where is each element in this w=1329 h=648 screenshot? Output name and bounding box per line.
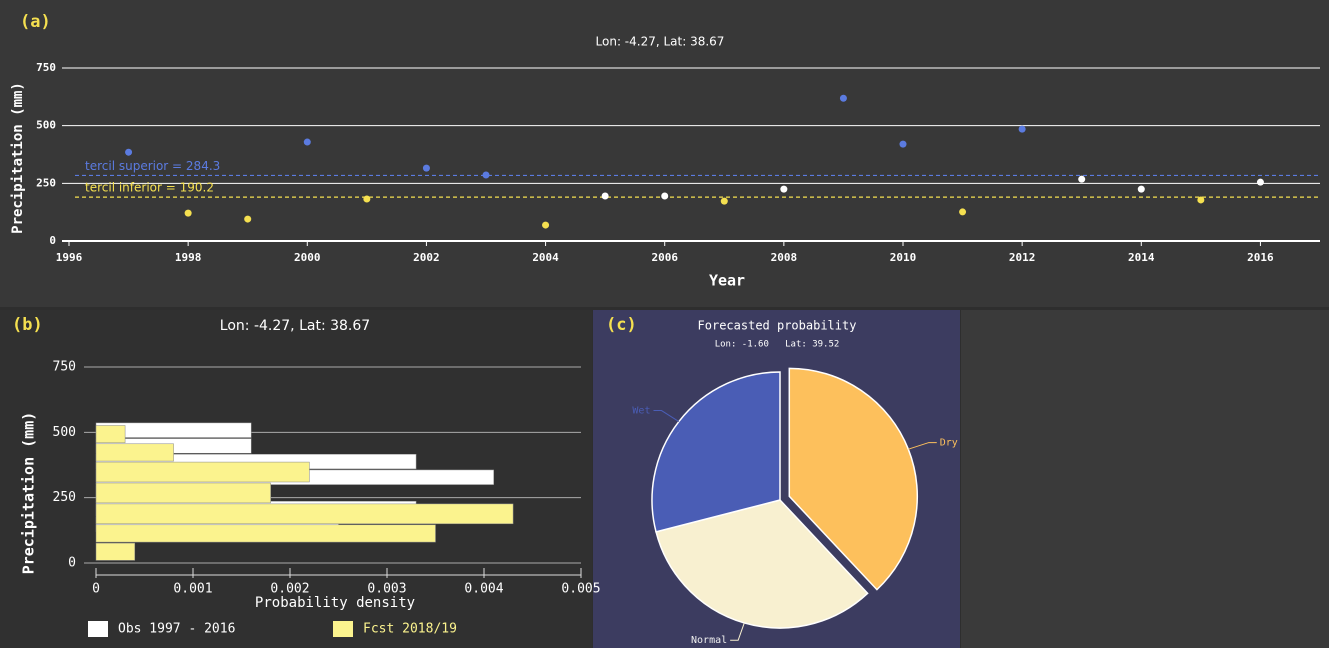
panel-label: (b) <box>12 315 43 335</box>
legend-label: Obs 1997 - 2016 <box>118 622 235 637</box>
x-tick-label: 0.003 <box>367 582 406 597</box>
x-tick-label: 0.004 <box>464 582 503 597</box>
x-tick-label: 2014 <box>1128 251 1155 264</box>
slice-label: Normal <box>691 635 727 646</box>
hist-bar <box>95 482 271 504</box>
point <box>720 197 728 205</box>
point <box>542 221 550 229</box>
pie-slice <box>788 367 919 591</box>
point <box>899 140 907 148</box>
point <box>1078 175 1086 183</box>
leader-line <box>908 442 937 450</box>
chart-title: Lon: -4.27, Lat: 38.67 <box>220 318 370 334</box>
x-tick-label: 0.001 <box>173 582 212 597</box>
hist-bar <box>95 524 436 543</box>
x-tick-label: 0.002 <box>270 582 309 597</box>
y-axis-label: Precipitation (mm) <box>20 412 38 575</box>
point <box>1137 185 1145 193</box>
point <box>303 138 311 146</box>
x-tick-label: 2008 <box>771 251 798 264</box>
hist-bar <box>95 542 136 561</box>
y-axis-label: Precipitation (mm) <box>10 82 26 234</box>
x-tick-label: 1998 <box>175 251 202 264</box>
x-tick-label: 2004 <box>532 251 559 264</box>
point <box>780 185 788 193</box>
y-tick-label: 750 <box>53 360 76 375</box>
x-tick-label: 2006 <box>651 251 678 264</box>
point <box>1256 178 1264 186</box>
slice-label: Wet <box>632 406 650 417</box>
y-tick-label: 250 <box>53 490 76 505</box>
x-tick-label: 2010 <box>890 251 917 264</box>
y-tick-label: 500 <box>36 119 56 132</box>
point <box>839 94 847 102</box>
point <box>661 192 669 200</box>
y-tick-label: 250 <box>36 176 56 189</box>
chart-subtitle: Lon: -1.60 Lat: 39.52 <box>715 340 840 350</box>
point <box>601 192 609 200</box>
x-tick-label: 2012 <box>1009 251 1036 264</box>
point <box>482 171 490 179</box>
point <box>422 164 430 172</box>
x-axis-label: Year <box>709 272 745 290</box>
threshold-label: tercil inferior = 190.2 <box>85 181 214 195</box>
hist-bar <box>95 425 126 444</box>
chart-title: Lon: -4.27, Lat: 38.67 <box>596 35 725 49</box>
x-tick-label: 0.005 <box>561 582 600 597</box>
chart-title: Forecasted probability <box>698 319 857 333</box>
y-tick-label: 0 <box>49 234 56 247</box>
y-tick-label: 0 <box>68 556 76 571</box>
pie-slice <box>651 371 781 533</box>
legend-label: Fcst 2018/19 <box>363 622 457 637</box>
y-tick-label: 750 <box>36 61 56 74</box>
panel-a-bg <box>0 0 1329 307</box>
y-tick-label: 500 <box>53 425 76 440</box>
point <box>244 215 252 223</box>
legend-swatch <box>333 621 353 637</box>
point <box>184 209 192 217</box>
point <box>363 195 371 203</box>
leader-line <box>730 622 745 641</box>
slice-label: Dry <box>940 438 958 449</box>
panel-label: (c) <box>606 315 637 335</box>
threshold-label: tercil superior = 284.3 <box>85 159 220 173</box>
legend-swatch <box>88 621 108 637</box>
panel-label: (a) <box>20 12 51 32</box>
leader-line <box>653 410 680 422</box>
point <box>125 148 133 156</box>
x-tick-label: 2016 <box>1247 251 1274 264</box>
hist-bar <box>95 503 514 525</box>
x-tick-label: 2002 <box>413 251 440 264</box>
pie-slice <box>655 499 869 629</box>
x-axis-label: Probability density <box>255 595 415 611</box>
point <box>1197 196 1205 204</box>
point <box>959 208 967 216</box>
point <box>1018 125 1026 133</box>
x-tick-label: 2000 <box>294 251 321 264</box>
x-tick-label: 0 <box>92 582 100 597</box>
empty-bg <box>961 310 1329 648</box>
hist-bar <box>95 443 174 462</box>
x-tick-label: 1996 <box>56 251 83 264</box>
hist-bar <box>95 461 310 483</box>
